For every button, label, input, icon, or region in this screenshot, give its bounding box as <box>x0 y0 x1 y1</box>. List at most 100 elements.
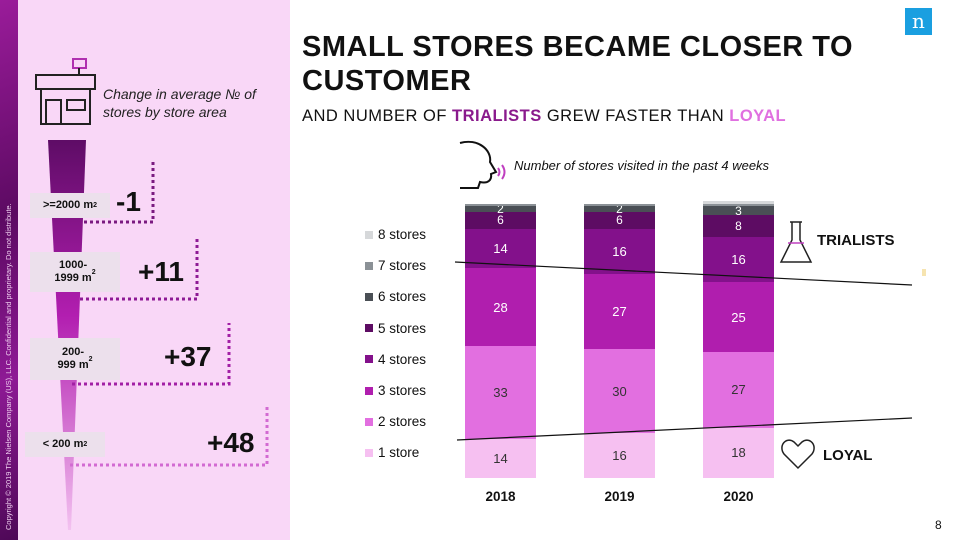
legend-label: 3 stores <box>378 383 427 398</box>
bar-segment: 28 <box>465 268 536 347</box>
data-label: 28 <box>493 299 508 315</box>
subtitle-loyal: LOYAL <box>729 107 787 125</box>
bar-segment: 14 <box>465 438 536 478</box>
bar-segment: 16 <box>584 433 655 478</box>
data-label: 16 <box>612 243 627 259</box>
legend-swatch <box>365 230 373 239</box>
area-label-text: >=2000 m <box>42 199 94 211</box>
legend-swatch <box>365 386 373 395</box>
bar-segment: 8 <box>703 214 774 238</box>
superscript: 2 <box>91 268 96 276</box>
bar-segment: 18 <box>703 427 774 478</box>
page-title: SMALL STORES BECAME CLOSER TO CUSTOMER <box>302 31 854 97</box>
area-label-text: 1000- 1999 m <box>54 259 92 284</box>
superscript: 2 <box>88 355 93 363</box>
legend-label: 4 stores <box>378 351 427 367</box>
legend-item: 2 stores <box>365 414 426 429</box>
superscript: 2 <box>83 441 88 448</box>
bar-segment: 2 <box>584 202 655 217</box>
bar-segment: 27 <box>703 352 774 428</box>
data-label: 14 <box>493 450 508 466</box>
dotted-bracket <box>84 160 155 224</box>
legend-swatch <box>365 261 373 270</box>
bar-segment: 16 <box>584 228 655 274</box>
subtitle-text: GREW FASTER THAN <box>541 107 730 125</box>
legend-item: 4 stores <box>365 352 426 367</box>
x-tick-label: 2020 <box>723 489 754 504</box>
superscript: 2 <box>93 202 98 209</box>
data-label: 16 <box>612 448 627 464</box>
legend-swatch <box>365 292 373 301</box>
page-number: 8 <box>935 518 942 532</box>
legend-label: 2 stores <box>378 414 427 430</box>
bar-segment: 3 <box>703 203 774 218</box>
bar-segment: 33 <box>465 346 536 439</box>
change-value: +48 <box>207 427 255 458</box>
data-label: 14 <box>493 240 508 256</box>
bar-segment <box>584 203 655 207</box>
bar-segment: 6 <box>584 212 655 229</box>
nielsen-logo: n <box>905 8 932 35</box>
left-caption: Change in average № of stores by store a… <box>103 86 256 120</box>
legend-item: 6 stores <box>365 289 426 304</box>
bar-segment <box>465 203 536 207</box>
legend-label: 5 stores <box>378 320 427 336</box>
data-label: 27 <box>731 382 746 398</box>
trialists-label: TRIALISTS <box>817 232 895 249</box>
change-value: -1 <box>116 186 141 217</box>
change-value: +11 <box>138 256 184 287</box>
bar-segment: 6 <box>465 212 536 229</box>
bar-segment: 25 <box>703 282 774 352</box>
dotted-bracket <box>70 405 269 467</box>
data-label: 6 <box>616 213 623 228</box>
speaking-head-icon <box>459 140 506 189</box>
legend-item: 5 stores <box>365 321 426 336</box>
change-value: +37 <box>164 341 212 372</box>
data-label: 30 <box>612 383 627 399</box>
data-label: 2 <box>616 202 623 217</box>
data-label: 3 <box>735 203 742 218</box>
legend-item: 7 stores <box>365 258 426 273</box>
legend-swatch <box>365 417 373 426</box>
data-label: 18 <box>731 445 746 461</box>
legend-label: 8 stores <box>378 227 427 242</box>
area-label-text: 200- 999 m <box>57 346 89 371</box>
store-icon <box>35 58 96 125</box>
legend-label: 6 stores <box>378 289 427 305</box>
subtitle-trialists: TRIALISTS <box>452 107 542 125</box>
bar-segment: 14 <box>465 228 536 268</box>
data-label: 25 <box>731 309 746 325</box>
data-label: 16 <box>731 252 746 268</box>
bar-segment <box>703 203 774 207</box>
subtitle: AND NUMBER OF TRIALISTS GREW FASTER THAN… <box>302 107 786 126</box>
dotted-bracket <box>80 238 199 301</box>
bar-segment: 2 <box>465 203 536 215</box>
loyal-label: LOYAL <box>823 447 873 464</box>
bar-segment: 16 <box>703 237 774 282</box>
legend-swatch <box>365 448 373 457</box>
data-label: 6 <box>497 213 504 228</box>
legend-item: 8 stores <box>365 227 426 242</box>
funnel-graphic <box>35 58 269 530</box>
legend-label: 7 stores <box>378 258 427 274</box>
data-label: 33 <box>493 385 508 401</box>
x-tick-label: 2019 <box>604 489 635 504</box>
funnel <box>48 140 86 530</box>
chart-note: Number of stores visited in the past 4 w… <box>514 158 770 173</box>
bar-segment: 30 <box>584 349 655 434</box>
data-label: 8 <box>735 218 742 233</box>
x-tick-label: 2018 <box>485 489 516 504</box>
decorative-strip <box>0 0 18 540</box>
legend-item: 1 store <box>365 445 419 460</box>
subtitle-text: AND NUMBER OF <box>302 107 453 125</box>
dotted-bracket <box>72 323 231 386</box>
bar-segment: 27 <box>584 273 655 350</box>
legend-swatch <box>365 324 373 333</box>
data-label: 27 <box>612 303 627 319</box>
area-label-text: < 200 m <box>42 438 84 450</box>
legend-label: 1 store <box>378 445 420 461</box>
legend-item: 3 stores <box>365 383 426 398</box>
